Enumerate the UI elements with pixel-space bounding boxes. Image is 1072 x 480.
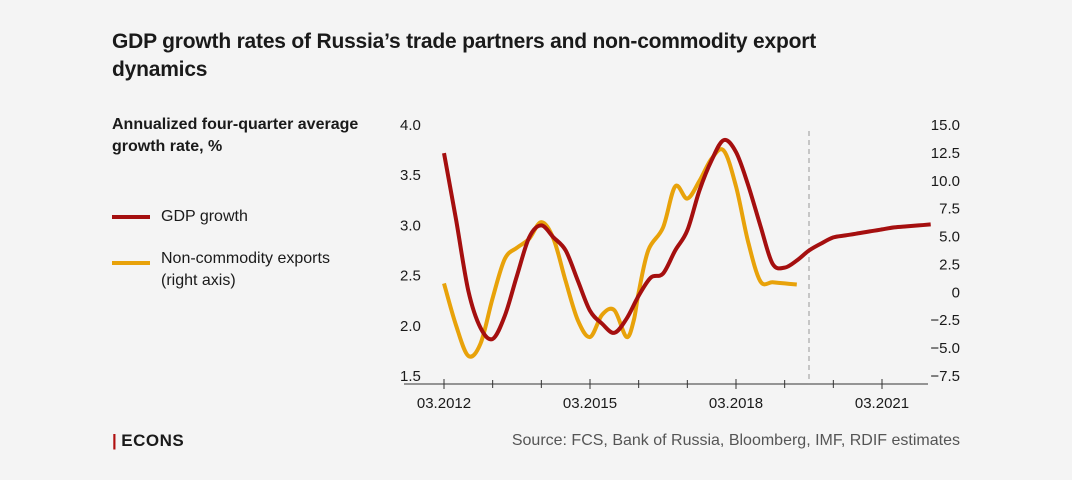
x-tick-label: 03.2021 [855, 395, 909, 412]
left-tick-label: 1.5 [400, 368, 421, 385]
legend-label-exports: Non-commodity exports (right axis) [161, 250, 330, 289]
brand-bar: | [112, 431, 118, 450]
legend-label-gdp: GDP growth [161, 208, 248, 225]
source-note: Source: FCS, Bank of Russia, Bloomberg, … [511, 432, 960, 449]
legend-swatch-gdp [112, 215, 150, 219]
right-tick-label: 2.5 [939, 256, 960, 273]
left-tick-label: 2.5 [400, 268, 421, 285]
right-tick-label: −5.0 [930, 340, 960, 357]
series-line-exports [442, 147, 797, 359]
axis-subtitle: Annualized four-quarter average growth r… [112, 116, 359, 155]
right-tick-label: 5.0 [939, 229, 960, 246]
right-tick-label: 15.0 [931, 117, 960, 134]
x-tick-label: 03.2012 [417, 395, 471, 412]
chart-title: GDP growth rates of Russia’s trade partn… [112, 30, 817, 81]
brand-name: ECONS [121, 431, 185, 450]
left-tick-label: 2.0 [400, 318, 421, 335]
right-tick-label: 7.5 [939, 201, 960, 218]
left-tick-label: 3.5 [400, 167, 421, 184]
right-tick-label: 10.0 [931, 173, 960, 190]
x-tick-label: 03.2015 [563, 395, 617, 412]
right-tick-label: 12.5 [931, 145, 960, 162]
left-tick-label: 3.0 [400, 217, 421, 234]
series-line-gdp [442, 137, 931, 342]
x-tick-label: 03.2018 [709, 395, 763, 412]
right-tick-label: −2.5 [930, 312, 960, 329]
right-tick-label: −7.5 [930, 368, 960, 385]
brand-logo: | ECONS [112, 431, 184, 451]
left-tick-label: 4.0 [400, 117, 421, 134]
right-tick-label: 0 [952, 284, 960, 301]
legend-swatch-exports [112, 261, 150, 265]
